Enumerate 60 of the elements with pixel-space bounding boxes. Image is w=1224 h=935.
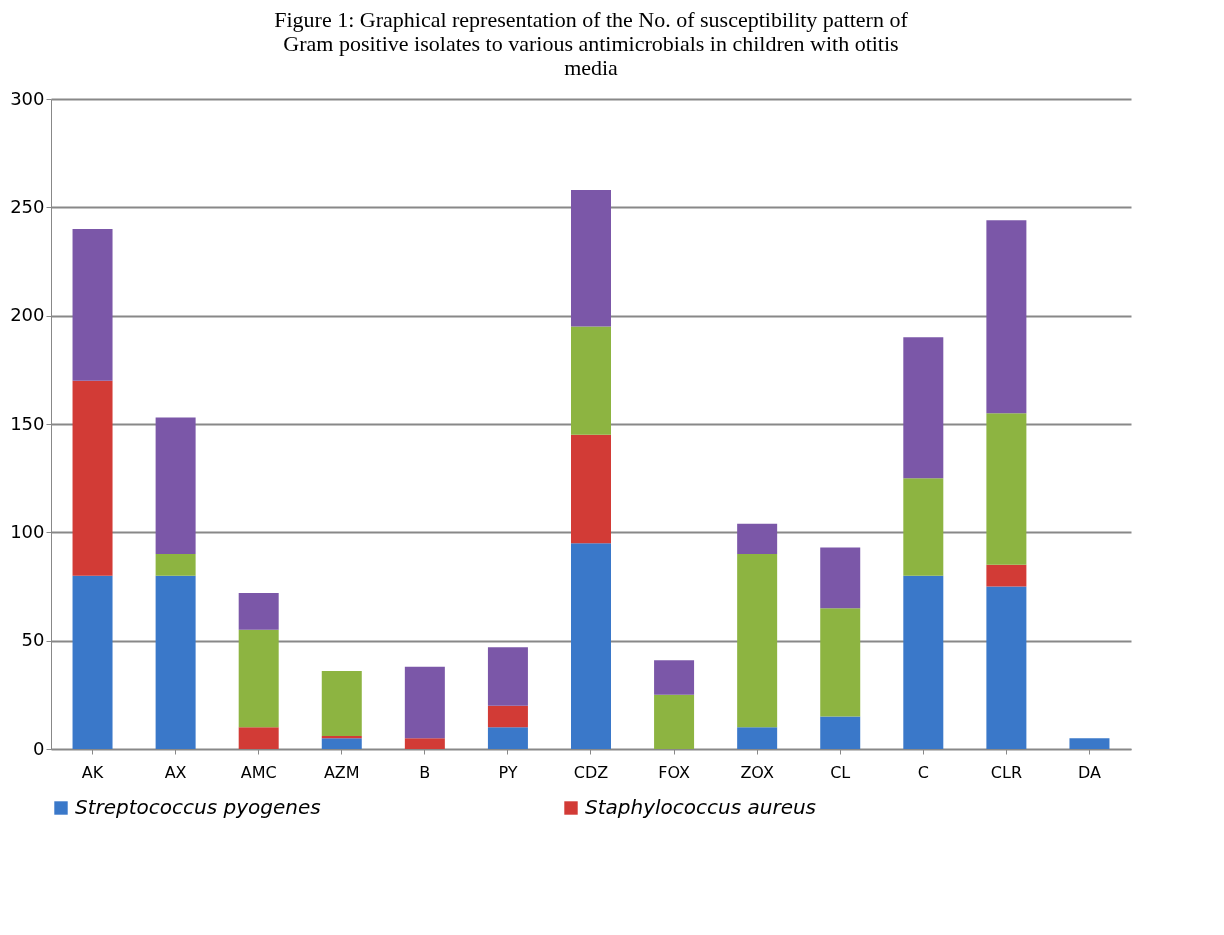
x-tick-label: AMC: [240, 762, 277, 782]
x-tick-label: B: [419, 762, 431, 782]
x-tick-label: C: [917, 762, 929, 782]
x-tick-label: CL: [830, 762, 851, 782]
bar: [571, 190, 611, 327]
x-tick-label: FOX: [658, 762, 690, 782]
bar: [986, 564, 1027, 587]
bar: [654, 694, 695, 749]
bar: [321, 738, 362, 749]
legend-label: Staphylococcus aureus: [585, 795, 817, 819]
y-tick-label: 150: [10, 412, 45, 434]
bar: [571, 434, 611, 544]
bar: [321, 736, 362, 739]
bar: [820, 716, 861, 749]
bar: [903, 478, 944, 576]
bar: [487, 647, 528, 706]
bar: [155, 575, 196, 749]
bar: [238, 593, 279, 630]
bar: [903, 337, 944, 479]
bar: [820, 608, 861, 717]
bar: [737, 523, 778, 554]
bar: [72, 575, 113, 749]
y-tick-label: 250: [10, 195, 45, 217]
bar: [487, 705, 528, 728]
x-tick-label: AK: [81, 762, 104, 782]
y-tick-label: 100: [10, 520, 45, 542]
bar: [737, 554, 778, 728]
y-tick-label: 300: [10, 87, 45, 109]
bar: [321, 671, 362, 736]
x-tick-label: ZOX: [740, 762, 774, 782]
y-tick-label: 50: [21, 629, 45, 651]
bar: [986, 586, 1027, 749]
bar: [72, 380, 113, 576]
bar: [72, 229, 113, 381]
bar: [903, 575, 944, 749]
bar: [820, 547, 861, 609]
bar: [155, 554, 196, 576]
bar: [654, 660, 695, 695]
bar: [487, 727, 528, 749]
x-tick-label: CDZ: [573, 762, 609, 782]
x-tick-label: DA: [1077, 762, 1102, 782]
bar: [986, 413, 1027, 565]
bar: [571, 543, 611, 749]
x-tick-label: CLR: [990, 762, 1022, 782]
x-tick-label: PY: [498, 762, 518, 782]
bar: [1069, 738, 1110, 749]
bar: [737, 727, 778, 749]
x-tick-label: AZM: [323, 762, 360, 782]
bar: [404, 666, 445, 739]
y-tick-label: 0: [33, 737, 45, 759]
bar: [571, 326, 611, 435]
bar: [238, 727, 279, 749]
bar: [986, 220, 1027, 414]
chart-title: Figure 1: Graphical representation of the No. of susceptibility pattern of Gram positive isolates to various antimicrobials in children with otitis media: [274, 7, 909, 80]
y-tick-label: 200: [10, 304, 45, 326]
x-tick-label: AX: [164, 762, 187, 782]
legend-label: Streptococcus pyogenes: [75, 795, 321, 819]
bar: [404, 738, 445, 749]
bar: [155, 417, 196, 554]
bar: [238, 629, 279, 728]
